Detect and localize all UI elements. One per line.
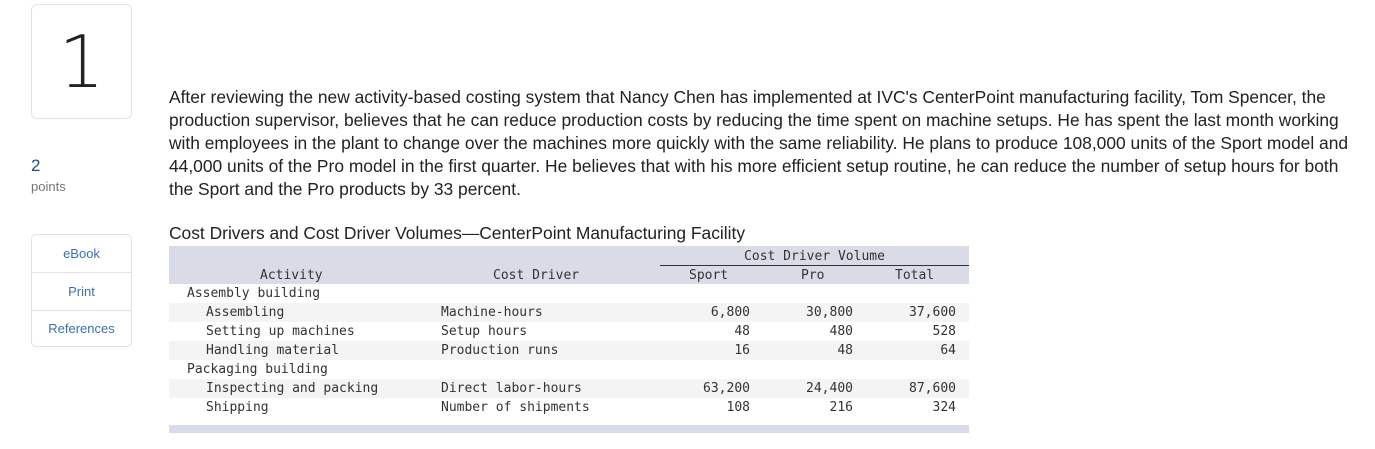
question-text: After reviewing the new activity-based c… [169, 87, 1349, 199]
table-row: Handling material Production runs 16 48 … [169, 341, 969, 360]
table-footer [169, 425, 969, 433]
table-title: Cost Drivers and Cost Driver Volumes—Cen… [169, 223, 746, 243]
col-activity: Activity [260, 268, 323, 283]
references-button[interactable]: References [48, 321, 115, 336]
tools-panel: eBook Print References [31, 234, 132, 347]
print-button[interactable]: Print [32, 273, 131, 311]
group-header: Cost Driver Volume [660, 248, 969, 266]
ebook-button[interactable]: eBook [32, 235, 131, 273]
col-sport: Sport [689, 268, 729, 283]
table-header: Cost Driver Volume Activity Cost Driver … [169, 246, 969, 284]
table-row: Shipping Number of shipments 108 216 324 [206, 400, 956, 415]
question-number: 1 [31, 4, 132, 119]
col-pro: Pro [801, 268, 825, 283]
cost-driver-table: Cost Driver Volume Activity Cost Driver … [169, 246, 969, 433]
col-total: Total [895, 268, 935, 283]
col-driver: Cost Driver [493, 268, 580, 283]
table-row: Packaging building [187, 362, 328, 377]
table-row: Inspecting and packing Direct labor-hour… [169, 379, 969, 398]
points-value: 2 [31, 156, 41, 175]
points-label: points [31, 179, 66, 194]
table-row: Assembly building [187, 286, 321, 301]
table-row: Assembling Machine-hours 6,800 30,800 37… [169, 303, 969, 322]
table-row: Setting up machines Setup hours 48 480 5… [206, 324, 956, 339]
